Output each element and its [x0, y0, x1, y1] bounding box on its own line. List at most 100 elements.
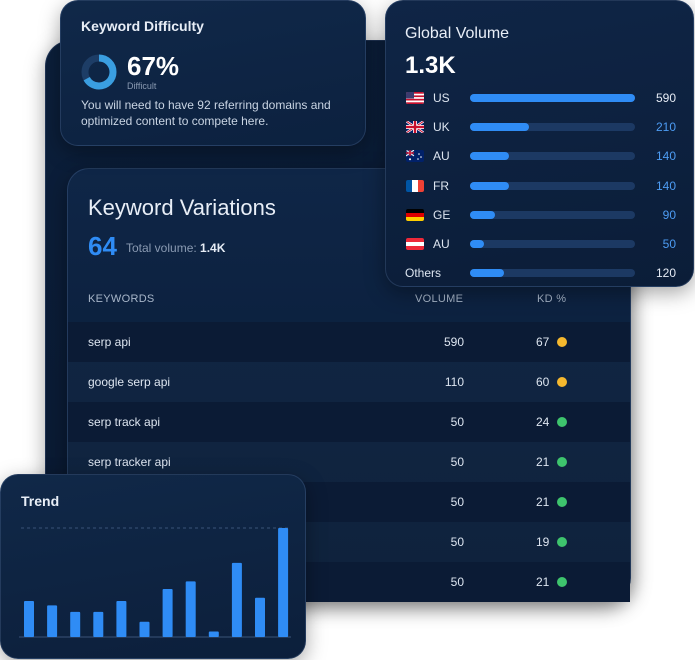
country-row[interactable]: GE 90 — [386, 205, 695, 225]
trend-chart — [19, 527, 291, 638]
country-row[interactable]: AU 50 — [386, 234, 695, 254]
difficulty-description: You will need to have 92 referring domai… — [81, 98, 331, 128]
volume-bar-track — [470, 210, 635, 219]
total-volume-label: Total volume: — [126, 241, 197, 255]
kd-status-dot-icon — [557, 537, 567, 547]
volume-bar-track — [470, 123, 635, 132]
difficulty-title: Keyword Difficulty — [81, 18, 204, 34]
volume-bar-track — [470, 152, 635, 161]
country-row[interactable]: US 590 — [386, 88, 695, 108]
volume-cell: 590 — [443, 335, 464, 349]
keyword-difficulty-card: Keyword Difficulty 67% Difficult You wil… — [60, 0, 366, 146]
table-row[interactable]: serp track api 50 24 — [68, 402, 630, 442]
fr-flag-icon — [406, 179, 424, 192]
country-code: GE — [433, 207, 451, 222]
total-volume-value: 1.4K — [200, 241, 226, 255]
country-volume: 140 — [655, 149, 676, 164]
volume-bar-track — [470, 181, 635, 190]
volume-cell: 50 — [450, 535, 464, 549]
volume-bar-fill — [470, 210, 496, 219]
country-code: AU — [433, 149, 450, 164]
variations-total-volume: Total volume: 1.4K — [126, 241, 225, 255]
trend-bar[interactable] — [70, 611, 81, 637]
trend-bar[interactable] — [93, 611, 104, 637]
global-volume-title: Global Volume — [405, 25, 510, 42]
keyword-cell: serp track api — [88, 415, 161, 429]
kd-status-dot-icon — [557, 337, 567, 347]
kd-status-dot-icon — [557, 457, 567, 467]
kd-cell: 24 — [536, 415, 550, 429]
global-volume-total: 1.3K — [405, 52, 456, 79]
difficulty-donut-icon — [81, 54, 117, 90]
kd-cell: 19 — [536, 535, 550, 549]
volume-cell: 50 — [450, 495, 464, 509]
country-code: Others — [405, 266, 442, 281]
header-volume[interactable]: VOLUME — [415, 293, 464, 305]
kd-status-dot-icon — [557, 577, 567, 587]
trend-card: Trend — [0, 474, 306, 659]
volume-bar-fill — [470, 269, 504, 278]
variations-title: Keyword Variations — [88, 195, 276, 220]
country-code: UK — [433, 120, 450, 135]
header-kd[interactable]: KD % — [537, 293, 567, 305]
keyword-cell: serp tracker api — [88, 455, 171, 469]
country-row[interactable]: AU 140 — [386, 146, 695, 166]
trend-bar[interactable] — [255, 597, 265, 637]
volume-cell: 50 — [450, 575, 464, 589]
country-row[interactable]: FR 140 — [386, 176, 695, 196]
kd-status-dot-icon — [557, 417, 567, 427]
trend-bar[interactable] — [231, 562, 242, 637]
difficulty-percent: 67% — [127, 51, 180, 81]
volume-bar-fill — [470, 123, 529, 132]
trend-bar[interactable] — [162, 589, 173, 637]
kd-status-dot-icon — [557, 497, 567, 507]
table-row[interactable]: 50 19 — [68, 522, 630, 562]
trend-bar[interactable] — [185, 581, 196, 637]
kd-cell: 21 — [536, 495, 550, 509]
volume-cell: 110 — [444, 375, 464, 389]
variations-count: 64 — [88, 231, 117, 261]
trend-bar[interactable] — [24, 601, 34, 637]
difficulty-level: Difficult — [127, 81, 157, 91]
trend-bar[interactable] — [139, 621, 150, 637]
country-volume: 140 — [655, 178, 676, 193]
kd-status-dot-icon — [557, 377, 567, 387]
header-keywords[interactable]: KEYWORDS — [88, 293, 155, 305]
volume-bar-fill — [470, 240, 484, 248]
volume-bar-fill — [470, 152, 510, 161]
country-code: AU — [433, 237, 450, 251]
trend-title: Trend — [21, 493, 60, 509]
volume-bar-track — [470, 94, 635, 102]
us-flag-icon — [406, 92, 424, 104]
table-row[interactable]: serp tracker api 50 21 — [68, 442, 630, 482]
uk-flag-icon — [406, 121, 424, 134]
au-flag-icon — [406, 150, 424, 163]
country-row[interactable]: Others 120 — [386, 263, 695, 283]
de-flag-icon — [406, 208, 424, 221]
country-row[interactable]: UK 210 — [386, 117, 695, 137]
trend-bar[interactable] — [208, 631, 219, 637]
trend-bar[interactable] — [116, 601, 127, 637]
kd-cell: 21 — [536, 575, 550, 589]
country-volume: 50 — [662, 237, 676, 251]
country-code: FR — [433, 178, 449, 193]
volume-cell: 50 — [450, 455, 464, 469]
trend-bar[interactable] — [47, 605, 58, 637]
volume-bar-track — [470, 240, 635, 248]
keyword-cell: google serp api — [88, 375, 171, 389]
country-volume: 120 — [655, 266, 676, 281]
country-volume: 210 — [655, 120, 676, 135]
at-flag-icon — [406, 238, 424, 250]
country-volume: 590 — [655, 91, 676, 105]
volume-bar-fill — [470, 181, 510, 190]
table-row[interactable]: google serp api 110 60 — [68, 362, 630, 402]
volume-cell: 50 — [450, 415, 464, 429]
global-volume-card: Global Volume 1.3K US 590 UK 210 AU 140 FR 140 G… — [385, 0, 694, 287]
volume-bar-track — [470, 269, 635, 278]
table-row[interactable]: serp api 590 67 — [68, 322, 630, 362]
kd-cell: 21 — [536, 455, 550, 469]
country-code: US — [433, 91, 450, 105]
country-volume: 90 — [662, 207, 676, 222]
kd-cell: 67 — [536, 335, 550, 349]
trend-bar[interactable] — [278, 528, 289, 637]
